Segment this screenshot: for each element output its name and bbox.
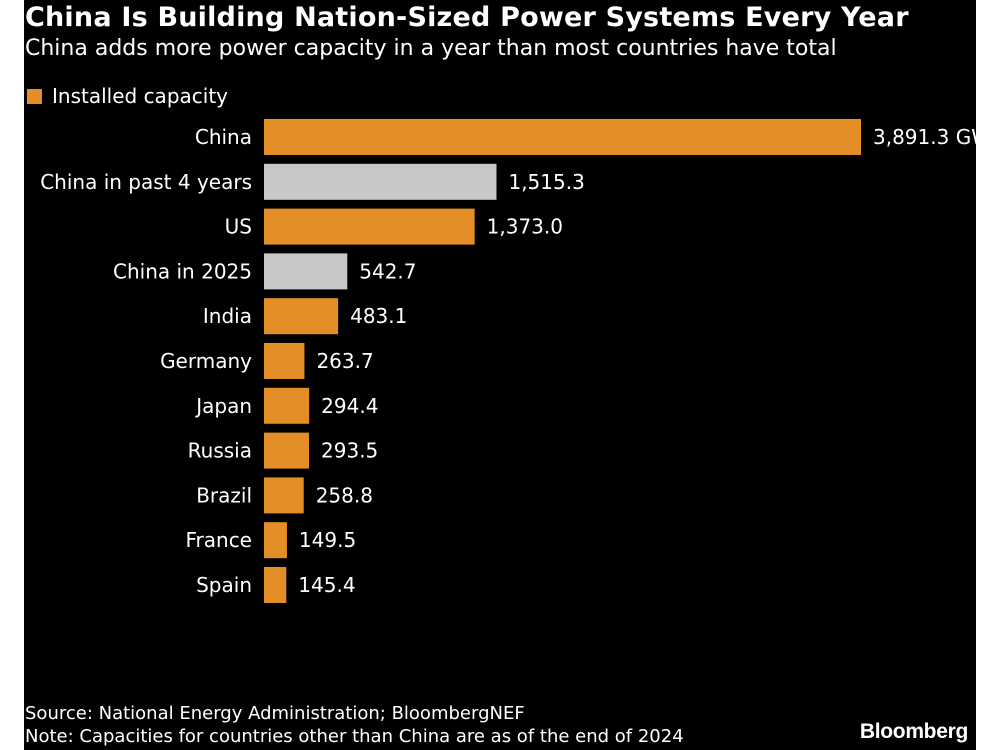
bar-us — [264, 208, 475, 245]
legend-swatch — [27, 88, 42, 104]
value-label-china-in-2025: 542.7 — [359, 259, 416, 283]
category-label-china-in-past-4-years: China in past 4 years — [40, 170, 252, 194]
value-label-spain: 145.4 — [298, 573, 355, 597]
source-note: Source: National Energy Administration; … — [25, 703, 525, 724]
bar-chart: China 3,891.3 GW China in past 4 years 1,51… — [40, 119, 976, 603]
category-label-france: France — [185, 528, 252, 552]
value-label-brazil: 258.8 — [316, 483, 373, 507]
bar-brazil — [264, 477, 304, 514]
value-label-germany: 263.7 — [316, 349, 373, 373]
legend-label: Installed capacity — [52, 84, 228, 108]
value-label-france: 149.5 — [299, 528, 356, 552]
value-label-china-in-past-4-years: 1,515.3 — [508, 170, 584, 194]
value-label-japan: 294.4 — [321, 394, 378, 418]
bar-india — [264, 298, 339, 335]
category-label-brazil: Brazil — [196, 483, 252, 507]
legend: Installed capacity — [27, 83, 228, 109]
bar-russia — [264, 432, 310, 469]
bar-japan — [264, 387, 310, 424]
category-label-russia: Russia — [188, 439, 252, 463]
category-label-us: US — [225, 215, 252, 239]
category-label-china: China — [195, 125, 252, 149]
value-label-us: 1,373.0 — [487, 215, 563, 239]
bar-china-in-2025 — [264, 253, 348, 290]
category-label-china-in-2025: China in 2025 — [113, 259, 252, 283]
bar-china-in-past-4-years — [264, 163, 497, 200]
footnote: Note: Capacities for countries other tha… — [25, 726, 684, 747]
category-label-spain: Spain — [196, 573, 252, 597]
bar-france — [264, 522, 287, 559]
bar-china — [264, 119, 861, 155]
chart-title: China Is Building Nation-Sized Power Sys… — [25, 2, 909, 33]
category-label-japan: Japan — [194, 394, 252, 418]
bar-germany — [264, 343, 305, 379]
bloomberg-logo: Bloomberg — [859, 720, 968, 743]
value-label-india: 483.1 — [350, 304, 407, 328]
category-label-india: India — [203, 304, 252, 328]
value-label-russia: 293.5 — [321, 439, 378, 463]
value-label-china: 3,891.3 GW — [873, 125, 976, 149]
chart-panel: China Is Building Nation-Sized Power Sys… — [24, 0, 976, 750]
bar-spain — [264, 567, 287, 603]
chart-subtitle: China adds more power capacity in a year… — [25, 36, 837, 61]
category-label-germany: Germany — [160, 349, 252, 373]
